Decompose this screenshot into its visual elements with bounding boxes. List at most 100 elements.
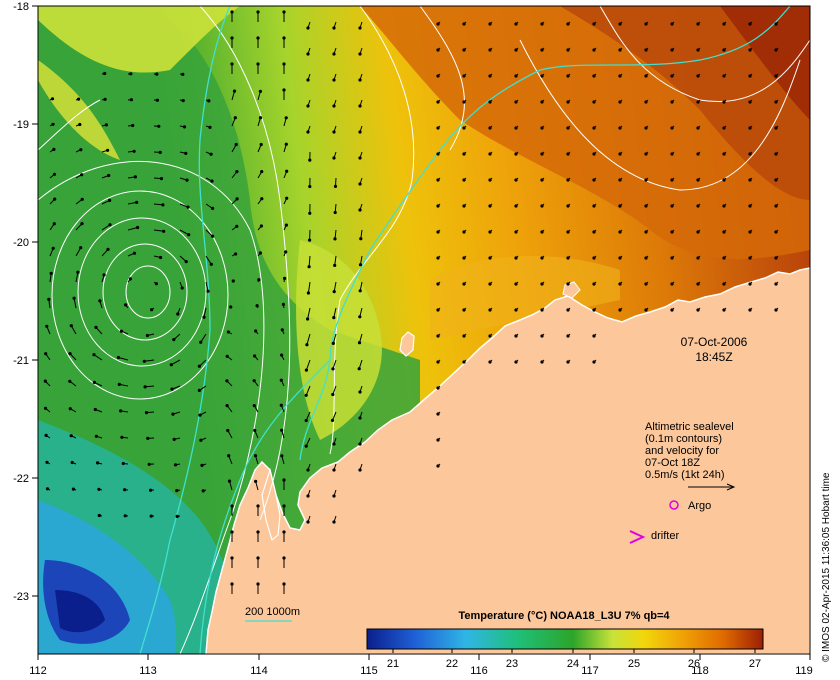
velocity-arrow-head [235,170,239,174]
velocity-arrow-head [592,230,596,234]
velocity-arrow-head [566,100,570,104]
velocity-arrow-head [257,278,261,282]
lon-label-118: 118 [691,665,709,677]
velocity-arrow-head [774,230,778,234]
velocity-arrow-head [670,204,674,208]
velocity-arrow-head [143,385,147,389]
velocity-arrow-head [234,142,238,147]
velocity-arrow-head [722,308,726,312]
velocity-arrow-head [488,360,492,364]
velocity-arrow-head [157,124,161,128]
velocity-arrow [306,333,311,345]
velocity-arrow-head [106,247,110,251]
velocity-arrow-head [197,388,201,392]
velocity-arrow-head [540,308,544,312]
velocity-arrow-head [280,454,284,458]
velocity-arrow-head [45,324,49,328]
velocity-arrow-head [436,48,440,52]
velocity-arrow-head [462,22,466,26]
velocity-arrow-head [332,468,336,472]
velocity-arrow-head [305,343,309,347]
velocity-arrow-head [332,442,336,446]
velocity-arrow-head [358,442,362,446]
velocity-arrow-head [644,126,648,130]
velocity-arrow-head [71,487,75,491]
velocity-arrow-head [106,148,110,152]
velocity-arrow-head [306,468,310,472]
velocity-arrow-head [462,230,466,234]
velocity-arrow-head [107,173,111,178]
lon-label-116: 116 [470,665,488,677]
velocity-arrow-head [748,152,752,156]
velocity-arrow-head [644,282,648,286]
velocity-arrow-head [97,513,101,518]
velocity-arrow-head [72,296,76,300]
lat-label-18: -18 [13,1,29,13]
velocity-arrow-head [103,97,107,101]
velocity-arrow-head [436,282,440,286]
velocity-arrow-head [108,223,112,227]
velocity-arrow-head [592,22,596,26]
velocity-arrow-head [592,48,596,52]
velocity-arrow-head [159,177,164,181]
velocity-arrow [171,359,181,366]
velocity-arrow-head [436,100,440,104]
velocity-arrow-head [162,229,166,233]
velocity-arrow-head [722,282,726,286]
velocity-arrow-head [308,184,312,189]
legend-drifter: drifter [651,530,679,542]
velocity-arrow-head [124,303,128,307]
velocity-arrow-head [282,478,286,482]
velocity-arrow-head [230,10,234,14]
colorbar-gradient [366,628,764,650]
velocity-arrow-head [176,312,180,316]
velocity-arrow-head [358,182,362,186]
velocity-arrow-head [284,142,288,146]
velocity-arrow-head [258,116,263,120]
velocity-arrow-head [199,438,203,442]
velocity-arrow-head [284,223,288,227]
velocity-arrow-head [185,178,189,182]
velocity-arrow-head [308,158,312,162]
velocity-arrow-head [436,22,440,26]
velocity-vectors [43,10,779,594]
velocity-arrow-head [304,444,308,448]
velocity-arrow-head [436,386,440,390]
velocity-arrow-head [618,22,622,26]
velocity-arrow-head [198,413,202,417]
velocity-arrow-head [80,222,84,226]
velocity-arrow-head [260,197,264,201]
velocity-arrow-head [358,263,363,267]
legend-line-3: and velocity for [645,445,719,457]
legend-line-2: (0.1m contours) [645,433,722,445]
velocity-arrow-head [49,271,53,275]
velocity-arrow-head [748,178,752,182]
velocity-arrow-head [358,78,362,82]
velocity-arrow-head [488,48,492,52]
velocity-arrow-head [488,230,492,234]
velocity-arrow-head [104,123,108,127]
velocity-arrow-head [540,334,544,338]
velocity-arrow-head [540,256,544,260]
lon-label-112: 112 [29,665,47,677]
velocity-arrow-head [748,230,752,234]
velocity-arrow-head [514,178,518,182]
velocity-arrow-head [670,74,674,78]
velocity-arrow-head [696,256,700,260]
velocity-arrow-head [566,48,570,52]
velocity-arrow-head [79,246,83,250]
legend-line-5: 0.5m/s (1kt 24h) [645,469,724,481]
velocity-arrow-head [284,116,288,120]
velocity-arrow-head [92,380,96,384]
velocity-arrow-head [108,198,112,202]
velocity-arrow-head [748,204,752,208]
colorbar-label-25: 25 [628,658,640,670]
velocity-arrow-head [255,304,259,308]
velocity-arrow-head [774,204,778,208]
velocity-arrow-head [436,438,440,442]
velocity-arrow-head [462,282,466,286]
velocity-arrow-head [332,52,336,56]
velocity-arrow-head [748,48,752,52]
velocity-arrow-head [514,152,518,156]
velocity-arrow-head [514,74,518,78]
